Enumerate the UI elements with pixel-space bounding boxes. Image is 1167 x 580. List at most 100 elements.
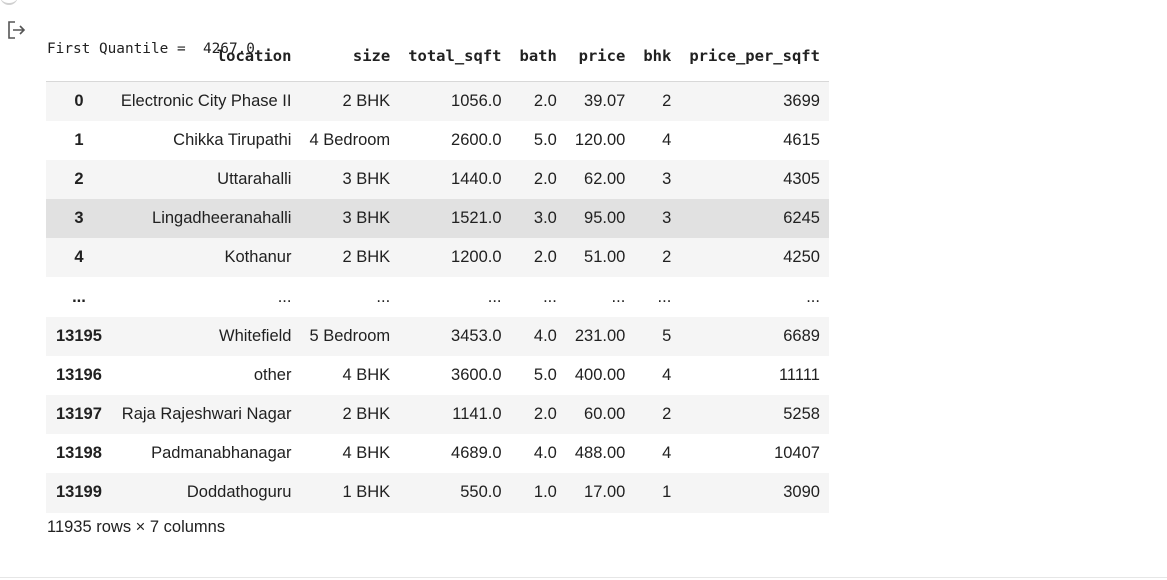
table-cell: 231.00 bbox=[574, 326, 626, 345]
table-cell: 2.0 bbox=[533, 169, 557, 188]
column-header-size: size bbox=[300, 43, 400, 82]
table-cell: 4 BHK bbox=[342, 444, 391, 463]
row-index: 13195 bbox=[56, 326, 102, 345]
column-header-total-sqft: total_sqft bbox=[399, 43, 511, 82]
table-cell: 3090 bbox=[783, 483, 820, 502]
column-header-price: price bbox=[565, 43, 635, 82]
table-cell: 95.00 bbox=[584, 209, 626, 228]
table-cell: 62.00 bbox=[584, 169, 626, 188]
dataframe-table: location size total_sqft bath price bhk … bbox=[46, 43, 829, 513]
table-cell: 3 BHK bbox=[342, 169, 391, 188]
table-cell: 4 BHK bbox=[342, 365, 391, 384]
table-cell: ... bbox=[487, 287, 502, 306]
row-index: 1 bbox=[74, 130, 84, 149]
table-cell: 1 bbox=[662, 483, 672, 502]
table-cell: ... bbox=[543, 287, 557, 306]
table-cell: 2.0 bbox=[533, 405, 557, 424]
row-index: 4 bbox=[74, 248, 84, 267]
table-cell: 5 Bedroom bbox=[309, 326, 391, 345]
table-cell: 2.0 bbox=[533, 91, 557, 110]
table-cell: ... bbox=[277, 287, 292, 306]
table-cell: Electronic City Phase II bbox=[120, 91, 292, 110]
table-cell: Uttarahalli bbox=[217, 169, 292, 188]
row-index: 13198 bbox=[56, 444, 102, 463]
table-row: 4 Kothanur 2 BHK 1200.0 2.0 51.00 2 4250 bbox=[46, 238, 829, 278]
table-row: 13198 Padmanabhanagar 4 BHK 4689.0 4.0 488.00… bbox=[46, 434, 829, 473]
table-cell: 4.0 bbox=[533, 444, 557, 463]
table-cell: ... bbox=[806, 287, 820, 306]
table-cell: 4 bbox=[662, 365, 672, 384]
table-cell: 3453.0 bbox=[451, 326, 502, 345]
table-cell: 39.07 bbox=[584, 91, 626, 110]
run-cell-button[interactable] bbox=[0, 0, 18, 5]
table-cell: 2 bbox=[662, 248, 672, 267]
table-cell: 4689.0 bbox=[451, 444, 502, 463]
table-cell: 1056.0 bbox=[451, 91, 502, 110]
row-index: 0 bbox=[74, 91, 84, 110]
table-row: 13197 Raja Rajeshwari Nagar 2 BHK 1141.0 2.0… bbox=[46, 395, 829, 435]
table-cell: 1.0 bbox=[533, 483, 557, 502]
row-index: 13197 bbox=[56, 405, 102, 424]
table-row: 0 Electronic City Phase II 2 BHK 1056.0 2.0 3… bbox=[46, 81, 829, 121]
table-cell: 1440.0 bbox=[451, 169, 502, 188]
table-cell: Padmanabhanagar bbox=[151, 444, 292, 463]
table-cell: 11111 bbox=[778, 365, 820, 384]
table-cell: Chikka Tirupathi bbox=[173, 130, 292, 149]
table-cell: 2 BHK bbox=[342, 405, 391, 424]
table-row: 1 Chikka Tirupathi 4 Bedroom 2600.0 5.0 120.0… bbox=[46, 121, 829, 160]
table-cell: 3600.0 bbox=[451, 365, 502, 384]
table-cell: 3 bbox=[662, 209, 672, 228]
table-cell: other bbox=[253, 365, 292, 384]
column-header-index bbox=[46, 43, 112, 82]
table-cell: 550.0 bbox=[460, 483, 502, 502]
table-cell: 2 bbox=[662, 405, 672, 424]
table-cell: 2 BHK bbox=[342, 91, 391, 110]
table-cell: Lingadheeranahalli bbox=[152, 209, 292, 228]
row-index: 2 bbox=[74, 169, 84, 188]
table-cell: ... bbox=[611, 287, 626, 306]
table-cell: 1 BHK bbox=[342, 483, 391, 502]
table-cell: 2 bbox=[662, 91, 672, 110]
dataframe-shape: 11935 rows × 7 columns bbox=[47, 518, 226, 536]
table-cell: 4.0 bbox=[533, 326, 557, 345]
table-cell: 4615 bbox=[783, 130, 820, 149]
table-row: 13195 Whitefield 5 Bedroom 3453.0 4.0 231.00 5… bbox=[46, 316, 829, 356]
table-cell: 2 BHK bbox=[342, 248, 391, 267]
column-header-location: location bbox=[111, 43, 301, 82]
table-header-row: location size total_sqft bath price bhk … bbox=[46, 43, 829, 82]
table-cell: 3.0 bbox=[533, 209, 557, 228]
table-row: 2 Uttarahalli 3 BHK 1440.0 2.0 62.00 3 4305 bbox=[46, 159, 829, 200]
table-cell: 400.00 bbox=[574, 365, 626, 384]
table-cell: 2.0 bbox=[533, 248, 557, 267]
column-header-price-per-sqft: price_per_sqft bbox=[680, 43, 829, 82]
table-cell: 5 bbox=[662, 326, 672, 345]
table-cell: 488.00 bbox=[574, 444, 626, 463]
table-cell: 1141.0 bbox=[452, 405, 502, 424]
table-body: 0 Electronic City Phase II 2 BHK 1056.0 2.0 3… bbox=[46, 81, 829, 513]
output-arrow-icon bbox=[8, 21, 26, 39]
cell-divider bbox=[0, 577, 1167, 578]
table-cell: 5258 bbox=[783, 405, 820, 424]
table-row: 13196 other 4 BHK 3600.0 5.0 400.00 4 11111 bbox=[46, 356, 829, 395]
table-cell: ... bbox=[657, 287, 672, 306]
table-cell: 4 Bedroom bbox=[309, 130, 391, 149]
table-cell: 1200.0 bbox=[451, 248, 502, 267]
table-row: ........................ bbox=[46, 277, 829, 316]
table-cell: 1521.0 bbox=[451, 209, 502, 228]
row-index: 13199 bbox=[56, 483, 102, 502]
table-cell: 5.0 bbox=[533, 365, 557, 384]
table-cell: 2600.0 bbox=[451, 130, 502, 149]
row-index: 13196 bbox=[56, 365, 102, 384]
row-index: 3 bbox=[74, 209, 84, 228]
table-cell: 4 bbox=[662, 444, 672, 463]
table-cell: 3 BHK bbox=[342, 209, 391, 228]
table-row: 3 Lingadheeranahalli 3 BHK 1521.0 3.0 95.00 3 6… bbox=[46, 199, 829, 239]
table-row: 13199 Doddathoguru 1 BHK 550.0 1.0 17.00 1 3090 bbox=[46, 473, 829, 513]
table-cell: 3699 bbox=[783, 91, 820, 110]
table-cell: Whitefield bbox=[219, 326, 292, 345]
table-cell: 51.00 bbox=[584, 248, 626, 267]
table-cell: 120.00 bbox=[574, 130, 626, 149]
table-cell: 10407 bbox=[774, 444, 820, 463]
table-cell: 60.00 bbox=[584, 405, 626, 424]
table-cell: 3 bbox=[662, 169, 672, 188]
